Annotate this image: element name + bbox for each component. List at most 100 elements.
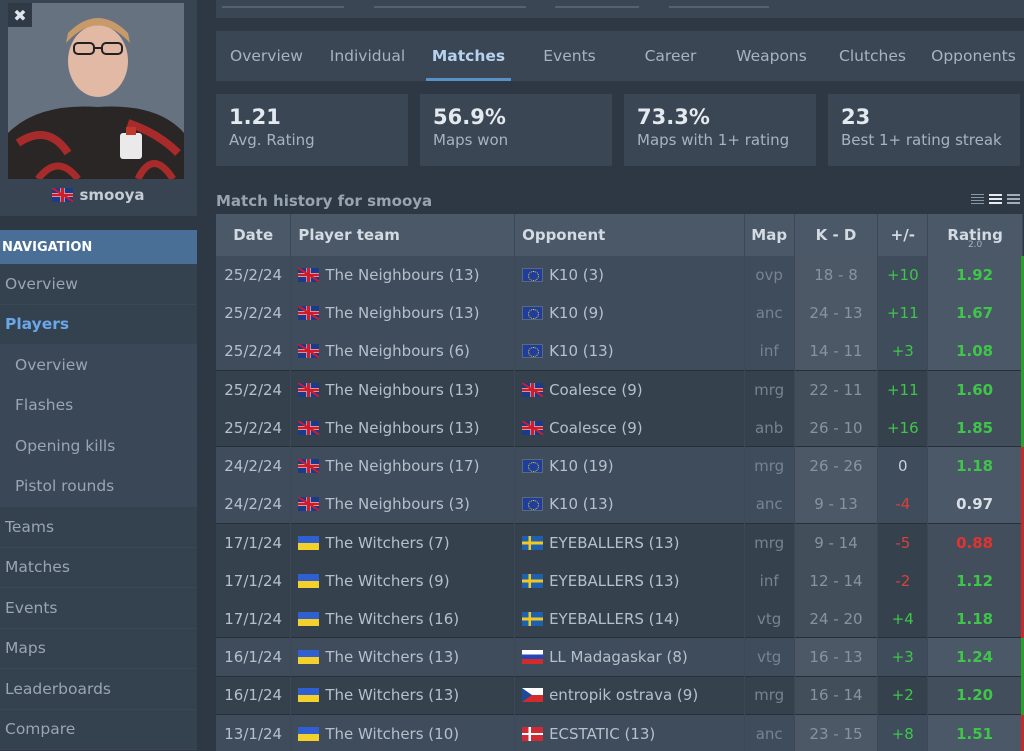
table-row[interactable]: 17/1/24 The Witchers (16) EYEBALLERS (14) v… <box>216 599 1024 638</box>
opponent-name: K10 (19) <box>549 457 614 476</box>
nav-item-players[interactable]: Players <box>0 304 197 345</box>
tab-opponents[interactable]: Opponents <box>931 47 1016 65</box>
col-player-team[interactable]: Player team <box>290 214 516 256</box>
col-date[interactable]: Date <box>216 214 292 256</box>
player-team-cell[interactable]: The Neighbours (17) <box>290 446 516 486</box>
player-team-cell[interactable]: The Witchers (10) <box>290 713 516 751</box>
match-history-table: Date Player team Opponent Map K - D +/- … <box>216 214 1024 751</box>
nav-item-overview[interactable]: Overview <box>0 345 197 386</box>
tab-overview[interactable]: Overview <box>230 47 303 65</box>
player-team-cell[interactable]: The Witchers (9) <box>290 561 516 600</box>
table-row[interactable]: 25/2/24 The Neighbours (13) Coalesce (9) an… <box>216 408 1024 447</box>
rating: 1.60 <box>927 370 1024 409</box>
player-team-cell[interactable]: The Neighbours (13) <box>290 256 516 295</box>
table-row[interactable]: 25/2/24 The Neighbours (13) K10 (3) ovp 18 -… <box>216 256 1024 295</box>
player-team-cell[interactable]: The Neighbours (3) <box>290 485 516 524</box>
player-name: smooya <box>0 186 197 204</box>
rating: 1.92 <box>927 256 1024 295</box>
tab-events[interactable]: Events <box>543 47 596 65</box>
table-row[interactable]: 17/1/24 The Witchers (9) EYEBALLERS (13) in… <box>216 561 1024 600</box>
opponent-cell[interactable]: K10 (9) <box>514 294 745 333</box>
col-rating[interactable]: Rating 2.0 <box>927 214 1023 256</box>
nav-item-maps[interactable]: Maps <box>0 628 197 669</box>
player-team-cell[interactable]: The Neighbours (13) <box>290 294 516 333</box>
table-row[interactable]: 25/2/24 The Neighbours (13) K10 (9) anc 24 -… <box>216 294 1024 333</box>
map-name: anc <box>744 485 795 524</box>
opponent-cell[interactable]: LL Madagaskar (8) <box>514 637 745 677</box>
player-team-cell[interactable]: The Neighbours (13) <box>290 408 516 447</box>
opponent-cell[interactable]: EYEBALLERS (13) <box>514 561 745 600</box>
ua-flag-icon <box>298 726 320 741</box>
player-team-cell[interactable]: The Witchers (13) <box>290 637 516 677</box>
tab-clutches[interactable]: Clutches <box>839 47 906 65</box>
nav-item-events[interactable]: Events <box>0 588 197 629</box>
map-name: anb <box>744 408 795 447</box>
opponent-cell[interactable]: K10 (19) <box>514 446 745 486</box>
opponent-cell[interactable]: Coalesce (9) <box>514 370 745 409</box>
col-kd[interactable]: K - D <box>794 214 879 256</box>
tab-weapons[interactable]: Weapons <box>736 47 807 65</box>
player-team-cell[interactable]: The Neighbours (13) <box>290 370 516 409</box>
nav-item-flashes[interactable]: Flashes <box>0 385 197 426</box>
opponent-cell[interactable]: K10 (3) <box>514 256 745 295</box>
match-date: 25/2/24 <box>216 332 292 371</box>
table-row[interactable]: 13/1/24 The Witchers (10) ECSTATIC (13) anc… <box>216 713 1024 751</box>
summary-stats: 1.21 Avg. Rating 56.9% Maps won 73.3% Maps wi… <box>216 94 1024 166</box>
opponent-name: ECSTATIC (13) <box>549 724 656 743</box>
opponent-cell[interactable]: Coalesce (9) <box>514 408 745 447</box>
tab-matches[interactable]: Matches <box>418 31 519 81</box>
player-team-name: The Neighbours (13) <box>325 418 480 437</box>
table-row[interactable]: 25/2/24 The Neighbours (13) Coalesce (9) mr… <box>216 370 1024 409</box>
nav-item-teams[interactable]: Teams <box>0 507 197 548</box>
kill-death: 23 - 15 <box>794 713 879 751</box>
opponent-cell[interactable]: EYEBALLERS (13) <box>514 522 745 562</box>
close-icon[interactable]: ✖ <box>8 3 32 27</box>
opponent-name: LL Madagaskar (8) <box>549 647 688 666</box>
table-row[interactable]: 17/1/24 The Witchers (7) EYEBALLERS (13) mr… <box>216 522 1024 562</box>
nav-item-matches[interactable]: Matches <box>0 547 197 588</box>
match-date: 16/1/24 <box>216 675 292 715</box>
opponent-cell[interactable]: EYEBALLERS (14) <box>514 599 745 638</box>
opponent-cell[interactable]: entropik ostrava (9) <box>514 675 745 715</box>
map-name: mrg <box>744 370 795 409</box>
table-row[interactable]: 25/2/24 The Neighbours (6) K10 (13) inf 14 -… <box>216 332 1024 371</box>
tab-individual[interactable]: Individual <box>329 47 406 65</box>
ua-flag-icon <box>298 688 320 703</box>
opponent-cell[interactable]: K10 (13) <box>514 332 745 371</box>
opponent-cell[interactable]: ECSTATIC (13) <box>514 713 745 751</box>
player-team-cell[interactable]: The Witchers (13) <box>290 675 516 715</box>
opponent-cell[interactable]: K10 (13) <box>514 485 745 524</box>
plus-minus: -5 <box>877 522 929 562</box>
table-row[interactable]: 24/2/24 The Neighbours (17) K10 (19) mrg 26 … <box>216 446 1024 486</box>
nav-item-pistol-rounds[interactable]: Pistol rounds <box>0 466 197 507</box>
col-plus-minus[interactable]: +/- <box>877 214 929 256</box>
col-map[interactable]: Map <box>744 214 795 256</box>
table-row[interactable]: 16/1/24 The Witchers (13) entropik ostrava… <box>216 675 1024 715</box>
player-portrait-image <box>8 3 184 179</box>
player-card: ✖ smooya <box>0 0 197 216</box>
opponent-name: K10 (13) <box>549 494 614 513</box>
nav-item-leaderboards[interactable]: Leaderboards <box>0 669 197 710</box>
match-date: 25/2/24 <box>216 408 292 447</box>
se-flag-icon <box>522 611 544 626</box>
col-opponent[interactable]: Opponent <box>514 214 745 256</box>
list-view-icon[interactable] <box>989 194 1002 206</box>
kill-death: 9 - 13 <box>794 485 879 524</box>
player-team-cell[interactable]: The Neighbours (6) <box>290 332 516 371</box>
table-row[interactable]: 16/1/24 The Witchers (13) LL Madagaskar (8… <box>216 637 1024 677</box>
nav-item-opening-kills[interactable]: Opening kills <box>0 426 197 467</box>
nav-item-overview[interactable]: Overview <box>0 264 197 305</box>
stat-value: 1.21 <box>229 105 281 129</box>
player-team-cell[interactable]: The Witchers (16) <box>290 599 516 638</box>
player-team-name: The Neighbours (17) <box>325 457 480 476</box>
compact-view-icon[interactable] <box>971 194 984 206</box>
nav-item-compare[interactable]: Compare <box>0 709 197 750</box>
table-header-row: Date Player team Opponent Map K - D +/- … <box>216 214 1023 256</box>
expanded-view-icon[interactable] <box>1007 194 1020 206</box>
match-date: 16/1/24 <box>216 637 292 677</box>
match-date: 13/1/24 <box>216 713 292 751</box>
player-team-cell[interactable]: The Witchers (7) <box>290 522 516 562</box>
table-row[interactable]: 24/2/24 The Neighbours (3) K10 (13) anc 9 - … <box>216 485 1024 524</box>
match-date: 25/2/24 <box>216 294 292 333</box>
tab-career[interactable]: Career <box>644 47 697 65</box>
